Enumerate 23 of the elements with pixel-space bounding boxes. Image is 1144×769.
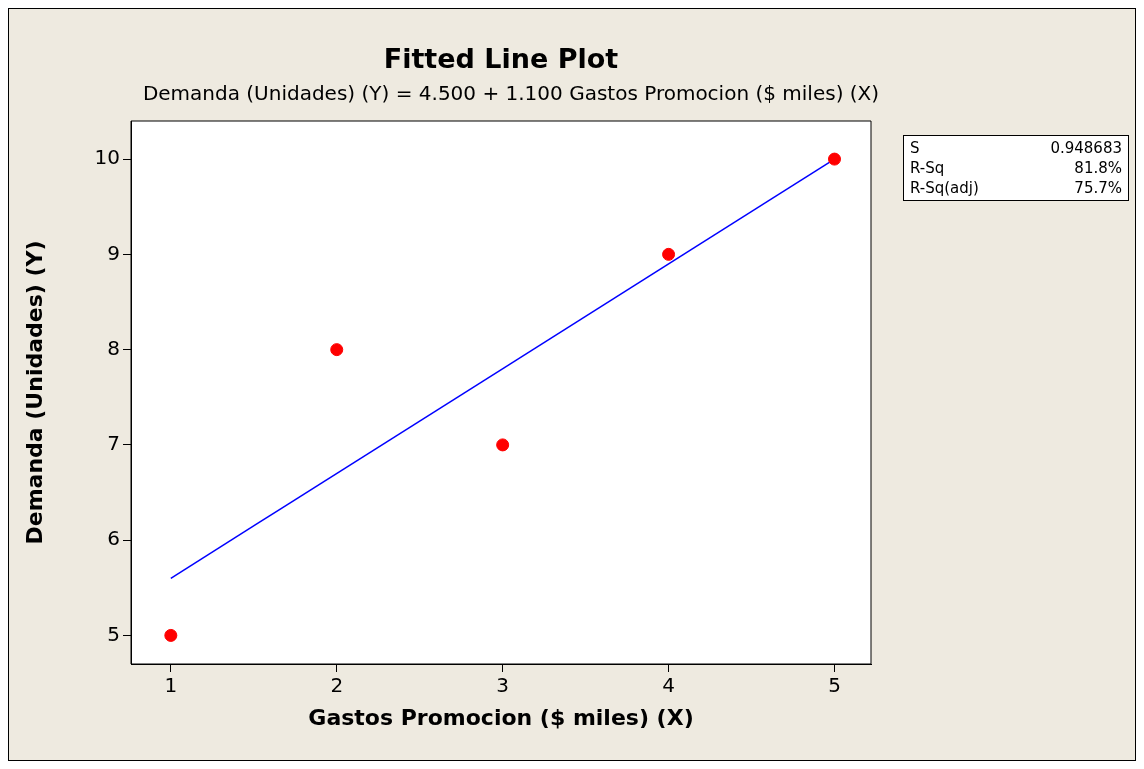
x-tick-label: 1 <box>164 673 178 698</box>
y-tick-label: 7 <box>107 431 120 456</box>
x-tick-label: 3 <box>496 673 510 698</box>
x-axis-title: Gastos Promocion ($ miles) (X) <box>308 704 694 730</box>
y-tick-label: 8 <box>107 335 120 360</box>
y-tick-label: 5 <box>107 621 120 646</box>
point <box>828 152 841 166</box>
text: R-Sq(adj) 75.7% <box>910 179 1122 197</box>
point <box>164 628 178 642</box>
x-tick-label: 4 <box>662 673 675 698</box>
x-tick-label: 2 <box>330 673 344 698</box>
point <box>496 438 510 452</box>
text: R-Sq 81.8% <box>910 159 1122 177</box>
chart-title: Fitted Line Plot <box>382 43 620 74</box>
text: S 0.948683 <box>910 139 1122 157</box>
y-axis-title: Demanda (Unidades) (Y) <box>21 240 47 545</box>
point <box>662 247 676 261</box>
point <box>330 343 344 357</box>
y-tick-label: 10 <box>94 145 120 170</box>
chart-subtitle: Demanda (Unidades) (Y) = 4.500 + 1.100 Gastos Promocion ($ miles) (X) <box>141 81 881 105</box>
y-tick-label: 9 <box>107 240 120 265</box>
y-tick-label: 6 <box>107 526 120 551</box>
x-tick-label: 5 <box>828 673 841 698</box>
